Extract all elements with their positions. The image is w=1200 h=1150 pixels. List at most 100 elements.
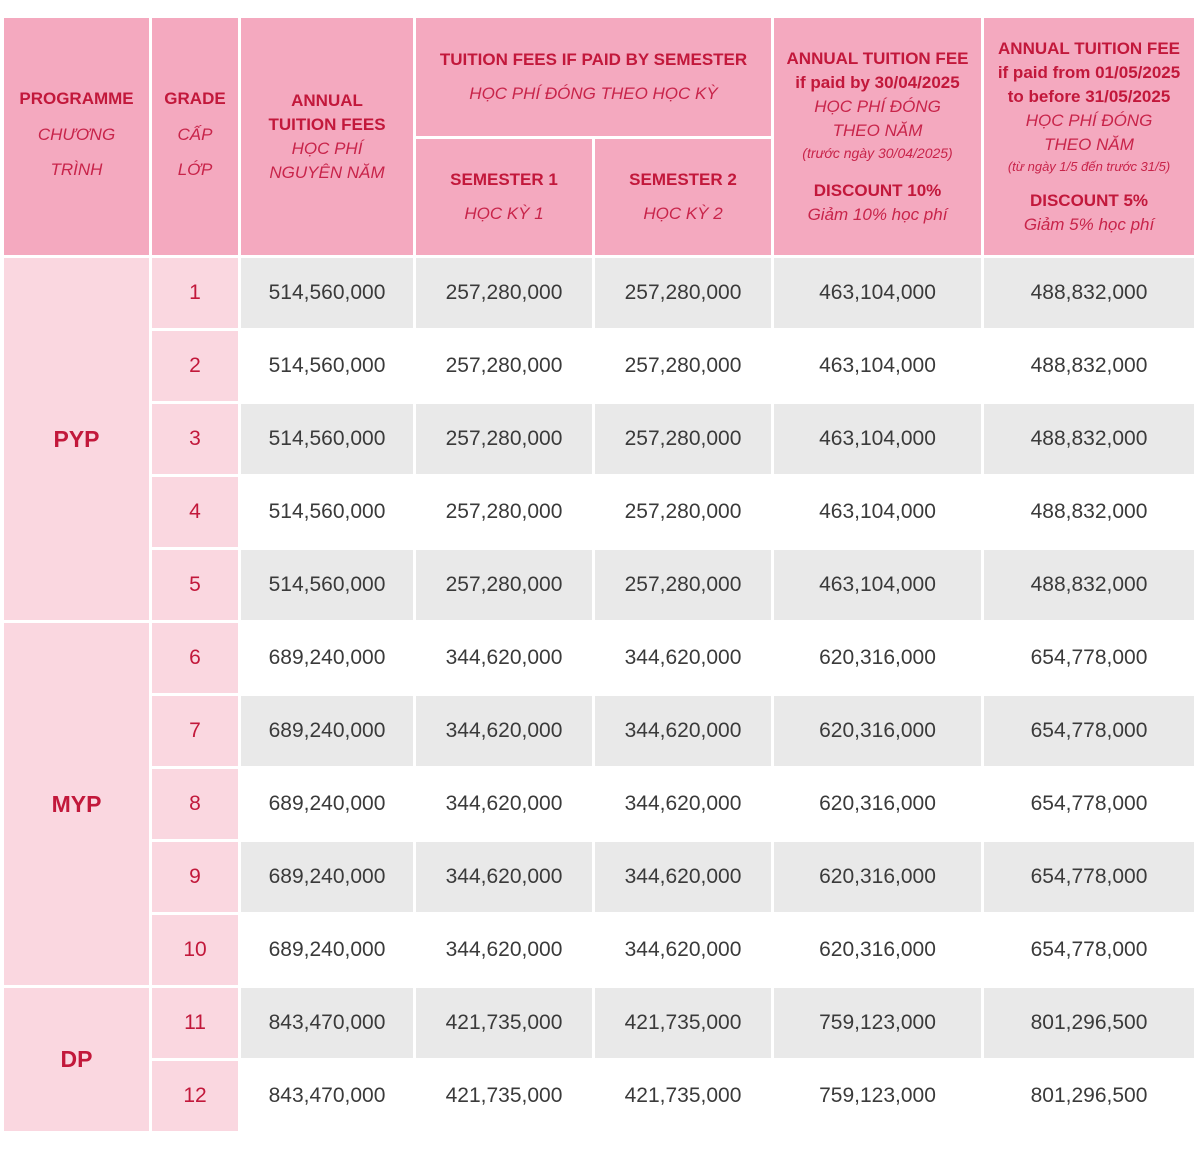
annual-fee-cell: 843,470,000: [241, 1061, 413, 1131]
early-discount-fee-cell: 620,316,000: [774, 915, 982, 985]
annual-fee-cell: 843,470,000: [241, 988, 413, 1058]
table-row: 3 514,560,000 257,280,000 257,280,000 463,10…: [4, 404, 1195, 474]
annual-fee-cell: 689,240,000: [241, 769, 413, 839]
header-early-payment: ANNUAL TUITION FEE if paid by 30/04/2025…: [774, 18, 982, 255]
semester2-fee-cell: 257,280,000: [595, 550, 772, 620]
header-late-discount-vi: Giảm 5% học phí: [1023, 214, 1155, 234]
early-discount-fee-cell: 463,104,000: [774, 258, 982, 328]
annual-fee-cell: 514,560,000: [241, 258, 413, 328]
grade-cell: 12: [152, 1061, 238, 1131]
grade-cell: 11: [152, 988, 238, 1058]
header-programme-vi: CHƯƠNG TRÌNH: [37, 124, 116, 179]
header-semester1: SEMESTER 1 HỌC KỲ 1: [416, 139, 592, 255]
header-row-1: PROGRAMME CHƯƠNG TRÌNH GRADE CẤP LỚP ANN…: [4, 18, 1195, 255]
late-discount-fee-cell: 654,778,000: [984, 696, 1195, 766]
header-semester2-en: SEMESTER 2: [629, 170, 737, 189]
annual-fee-cell: 689,240,000: [241, 696, 413, 766]
table-row: 4 514,560,000 257,280,000 257,280,000 463,10…: [4, 477, 1195, 547]
programme-cell: PYP: [4, 258, 149, 620]
early-discount-fee-cell: 620,316,000: [774, 769, 982, 839]
semester2-fee-cell: 257,280,000: [595, 331, 772, 401]
semester2-fee-cell: 344,620,000: [595, 769, 772, 839]
table-row: 8 689,240,000 344,620,000 344,620,000 620,31…: [4, 769, 1195, 839]
semester2-fee-cell: 344,620,000: [595, 696, 772, 766]
header-programme: PROGRAMME CHƯƠNG TRÌNH: [4, 18, 149, 255]
header-grade-en: GRADE: [164, 88, 226, 108]
annual-fee-cell: 514,560,000: [241, 550, 413, 620]
semester1-fee-cell: 344,620,000: [416, 842, 592, 912]
header-semester1-vi: HỌC KỲ 1: [464, 204, 544, 223]
semester2-fee-cell: 257,280,000: [595, 258, 772, 328]
grade-cell: 8: [152, 769, 238, 839]
programme-cell: MYP: [4, 623, 149, 985]
early-discount-fee-cell: 463,104,000: [774, 331, 982, 401]
late-discount-fee-cell: 488,832,000: [984, 331, 1195, 401]
early-discount-fee-cell: 620,316,000: [774, 623, 982, 693]
semester1-fee-cell: 421,735,000: [416, 988, 592, 1058]
table-row: 5 514,560,000 257,280,000 257,280,000 463,10…: [4, 550, 1195, 620]
table-row: PYP 1 514,560,000 257,280,000 257,280,000 463…: [4, 258, 1195, 620]
header-semester1-en: SEMESTER 1: [450, 170, 558, 189]
header-early-discount: DISCOUNT 10%: [813, 180, 942, 200]
late-discount-fee-cell: 654,778,000: [984, 623, 1195, 693]
table-row: 12 843,470,000 421,735,000 421,735,000 759,1…: [4, 1061, 1195, 1131]
header-early-note: (trước ngày 30/04/2025): [802, 144, 953, 161]
grade-cell: 3: [152, 404, 238, 474]
annual-fee-cell: 514,560,000: [241, 404, 413, 474]
tuition-fee-table: PROGRAMME CHƯƠNG TRÌNH GRADE CẤP LỚP ANN…: [1, 15, 1197, 1134]
semester1-fee-cell: 257,280,000: [416, 258, 592, 328]
header-semester-group-en: TUITION FEES IF PAID BY SEMESTER: [439, 50, 748, 69]
header-late-title: ANNUAL TUITION FEE: [998, 38, 1180, 58]
grade-cell: 7: [152, 696, 238, 766]
semester2-fee-cell: 421,735,000: [595, 988, 772, 1058]
header-grade-vi: CẤP LỚP: [177, 124, 213, 179]
header-late-condition: if paid from 01/05/2025 to before 31/05/…: [997, 62, 1181, 106]
header-early-condition: if paid by 30/04/2025: [795, 72, 960, 92]
table-row: MYP 6 689,240,000 344,620,000 344,620,000 620…: [4, 623, 1195, 985]
header-late-vi: HỌC PHÍ ĐÓNG THEO NĂM: [1025, 110, 1153, 154]
tuition-table-container: PROGRAMME CHƯƠNG TRÌNH GRADE CẤP LỚP ANN…: [2, 15, 1198, 1134]
early-discount-fee-cell: 620,316,000: [774, 842, 982, 912]
semester1-fee-cell: 344,620,000: [416, 696, 592, 766]
grade-cell: 6: [152, 623, 238, 693]
table-row: 10 689,240,000 344,620,000 344,620,000 620,3…: [4, 915, 1195, 985]
semester2-fee-cell: 344,620,000: [595, 915, 772, 985]
programme-cell: DP: [4, 988, 149, 1131]
semester1-fee-cell: 257,280,000: [416, 404, 592, 474]
header-early-discount-vi: Giảm 10% học phí: [807, 204, 948, 224]
grade-cell: 1: [152, 258, 238, 328]
early-discount-fee-cell: 759,123,000: [774, 988, 982, 1058]
grade-cell: 9: [152, 842, 238, 912]
early-discount-fee-cell: 759,123,000: [774, 1061, 982, 1131]
late-discount-fee-cell: 488,832,000: [984, 477, 1195, 547]
early-discount-fee-cell: 463,104,000: [774, 550, 982, 620]
semester1-fee-cell: 344,620,000: [416, 915, 592, 985]
header-semester2-vi: HỌC KỲ 2: [643, 204, 723, 223]
annual-fee-cell: 689,240,000: [241, 623, 413, 693]
header-annual: ANNUAL TUITION FEES HỌC PHÍ NGUYÊN NĂM: [241, 18, 413, 255]
header-late-payment: ANNUAL TUITION FEE if paid from 01/05/20…: [984, 18, 1195, 255]
grade-cell: 10: [152, 915, 238, 985]
grade-cell: 2: [152, 331, 238, 401]
early-discount-fee-cell: 463,104,000: [774, 404, 982, 474]
annual-fee-cell: 514,560,000: [241, 477, 413, 547]
header-late-discount: DISCOUNT 5%: [1029, 190, 1149, 210]
header-early-vi: HỌC PHÍ ĐÓNG THEO NĂM: [814, 96, 941, 140]
semester1-fee-cell: 421,735,000: [416, 1061, 592, 1131]
table-row: 2 514,560,000 257,280,000 257,280,000 463,10…: [4, 331, 1195, 401]
header-semester-group-vi: HỌC PHÍ ĐÓNG THEO HỌC KỲ: [469, 84, 718, 103]
late-discount-fee-cell: 488,832,000: [984, 404, 1195, 474]
late-discount-fee-cell: 488,832,000: [984, 258, 1195, 328]
header-programme-en: PROGRAMME: [19, 88, 134, 108]
late-discount-fee-cell: 654,778,000: [984, 842, 1195, 912]
semester1-fee-cell: 344,620,000: [416, 769, 592, 839]
header-early-title: ANNUAL TUITION FEE: [786, 48, 969, 68]
semester2-fee-cell: 257,280,000: [595, 477, 772, 547]
header-annual-en: ANNUAL TUITION FEES: [268, 90, 386, 134]
table-row: 9 689,240,000 344,620,000 344,620,000 620,31…: [4, 842, 1195, 912]
semester1-fee-cell: 257,280,000: [416, 477, 592, 547]
semester2-fee-cell: 257,280,000: [595, 404, 772, 474]
late-discount-fee-cell: 801,296,500: [984, 988, 1195, 1058]
tuition-table-body: PYP 1 514,560,000 257,280,000 257,280,000 463…: [4, 258, 1195, 1131]
semester1-fee-cell: 344,620,000: [416, 623, 592, 693]
